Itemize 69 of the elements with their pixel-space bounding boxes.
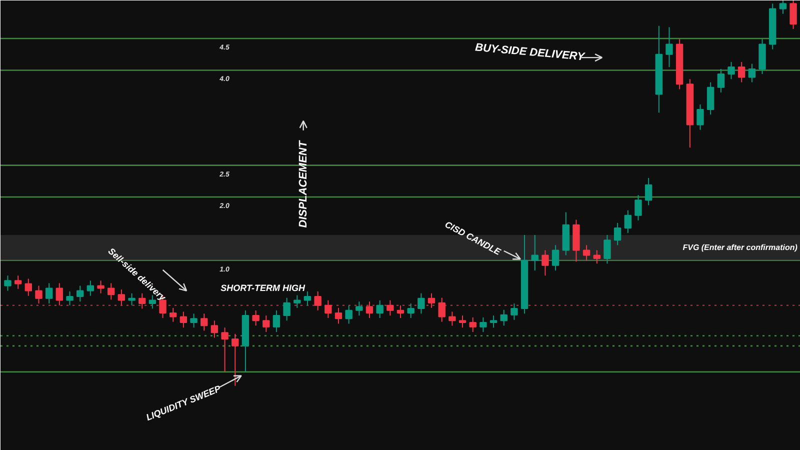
candlestick xyxy=(366,301,374,319)
candlestick xyxy=(624,210,632,234)
annotation: SHORT-TERM HIGH xyxy=(220,283,306,294)
candlestick xyxy=(396,304,404,319)
candlestick xyxy=(696,104,704,130)
candlestick xyxy=(334,307,342,324)
candlestick xyxy=(56,282,64,306)
candlestick xyxy=(45,282,53,304)
candlestick xyxy=(86,280,94,296)
candlestick xyxy=(428,292,436,308)
candlestick xyxy=(604,234,611,264)
candlestick xyxy=(97,280,104,294)
annotation: DISPLACEMENT xyxy=(297,140,310,228)
candlestick xyxy=(510,302,518,320)
candlestick xyxy=(118,289,126,306)
candlestick xyxy=(779,0,787,14)
candlestick xyxy=(232,333,239,386)
candlestick xyxy=(35,285,42,304)
candlestick xyxy=(345,304,352,324)
candlestick xyxy=(294,294,301,308)
candlestick xyxy=(356,301,363,316)
candlestick xyxy=(24,278,32,296)
candlestick xyxy=(738,61,746,83)
candlestick xyxy=(748,63,756,83)
candlestick xyxy=(190,313,198,328)
candlestick xyxy=(593,250,600,264)
candlestick xyxy=(634,194,642,221)
candlestick xyxy=(107,282,115,300)
candlestick xyxy=(480,316,487,332)
candlestick xyxy=(531,234,538,271)
candlestick xyxy=(324,300,332,319)
candlestick xyxy=(614,222,622,246)
candlestick xyxy=(490,315,498,328)
band-label: FVG (Enter after confirmation) xyxy=(682,243,798,252)
candlestick xyxy=(728,61,735,80)
annotation: BUY-SIDE DELIVERY xyxy=(474,42,586,64)
candlestick xyxy=(386,300,394,316)
candlestick xyxy=(644,177,652,206)
candlestick xyxy=(66,290,74,306)
candlestick xyxy=(376,300,384,319)
candlestick xyxy=(128,292,136,306)
candlestick xyxy=(304,290,312,306)
candlestick xyxy=(418,292,425,314)
candlestick xyxy=(4,275,12,292)
candlestick xyxy=(717,68,725,93)
candlestick xyxy=(407,302,414,319)
candlestick xyxy=(221,327,228,372)
candlestick xyxy=(14,275,22,290)
candlestick xyxy=(314,290,322,311)
candlestick xyxy=(458,315,466,328)
candlestick xyxy=(448,311,456,326)
candlestick xyxy=(706,82,714,116)
candlestick xyxy=(170,307,177,322)
candlestick xyxy=(252,310,260,326)
candlestick xyxy=(210,320,218,338)
candlestick xyxy=(790,0,797,30)
candlestick xyxy=(552,244,560,271)
candlestick xyxy=(283,297,290,322)
candlestick xyxy=(180,311,188,328)
candlestick xyxy=(469,316,476,332)
candlestick xyxy=(500,309,508,326)
candlestick xyxy=(438,297,446,322)
candlestick xyxy=(200,313,208,332)
candlestick xyxy=(272,310,280,332)
candlestick xyxy=(542,250,549,276)
candlestick xyxy=(582,244,590,261)
candlestick xyxy=(262,315,270,332)
candlestick xyxy=(666,26,673,68)
candlestick xyxy=(76,285,84,302)
